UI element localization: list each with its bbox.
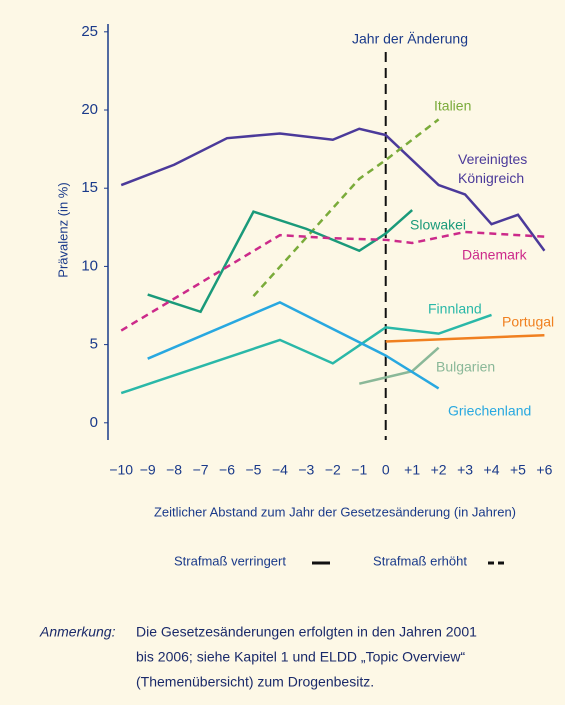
- note-line: Die Gesetzesänderungen erfolgten in den …: [136, 624, 477, 640]
- series-line: [120, 127, 546, 252]
- x-tick-label: −5: [245, 462, 261, 478]
- series-line: [120, 313, 492, 395]
- legend-label: Strafmaß verringert: [174, 553, 286, 568]
- y-tick-label: 25: [81, 23, 98, 40]
- x-tick-label: −4: [272, 462, 288, 478]
- x-tick-label: −3: [298, 462, 314, 478]
- series-label: Slowakei: [410, 217, 466, 233]
- x-tick-label: +5: [510, 462, 526, 478]
- x-tick-label: +4: [484, 462, 500, 478]
- x-tick-label: +2: [431, 462, 447, 478]
- series-label: Bulgarien: [436, 359, 495, 375]
- series-label: Portugal: [502, 314, 554, 330]
- series-line: [120, 230, 545, 332]
- x-axis-label: Zeitlicher Abstand zum Jahr der Gesetzes…: [154, 504, 516, 519]
- series-label: Finnland: [428, 301, 482, 317]
- x-tick-label: −1: [351, 462, 367, 478]
- y-tick-label: 15: [81, 179, 98, 196]
- note-label: Anmerkung:: [39, 624, 116, 640]
- series-label: Vereinigtes Königreich: [458, 151, 527, 186]
- series-label: Griechenland: [448, 403, 531, 419]
- x-tick-label: +3: [457, 462, 473, 478]
- series-label: Italien: [434, 98, 471, 114]
- x-tick-label: −10: [109, 462, 133, 478]
- x-tick-label: +6: [536, 462, 552, 478]
- x-tick-label: −9: [140, 462, 156, 478]
- series-line: [252, 118, 440, 297]
- note-line: bis 2006; siehe Kapitel 1 und ELDD „Topi…: [136, 649, 466, 665]
- x-tick-label: +1: [404, 462, 420, 478]
- note-line: (Themenübersicht) zum Drogenbesitz.: [136, 674, 374, 690]
- x-tick-label: −6: [219, 462, 235, 478]
- series-line: [147, 209, 414, 314]
- x-tick-label: 0: [382, 462, 390, 478]
- y-tick-label: 10: [81, 257, 98, 274]
- y-tick-label: 0: [90, 414, 98, 431]
- x-tick-label: −2: [325, 462, 341, 478]
- x-tick-label: −7: [193, 462, 209, 478]
- series-line: [385, 333, 545, 343]
- change-annotation: Jahr der Änderung: [352, 31, 468, 47]
- series-line: [147, 300, 440, 390]
- legend-label: Strafmaß erhöht: [373, 553, 467, 568]
- y-tick-label: 20: [81, 101, 98, 118]
- x-tick-label: −8: [166, 462, 182, 478]
- y-axis-label: Prävalenz (in %): [55, 182, 70, 277]
- y-tick-label: 5: [90, 336, 98, 353]
- series-label: Dänemark: [462, 247, 528, 263]
